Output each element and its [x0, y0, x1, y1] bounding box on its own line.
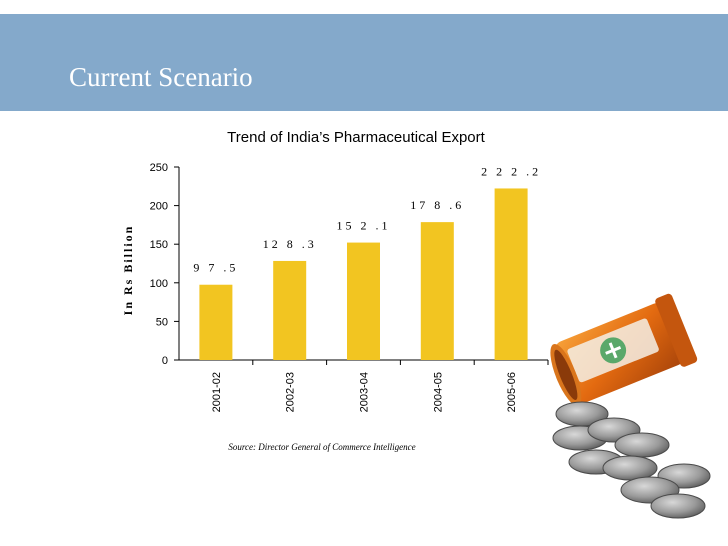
x-axis: 2001-02 2002-03 2003-04 2004-05 2005-06 [179, 359, 549, 412]
data-label: 12 8 .3 [263, 237, 317, 251]
y-axis: 0 50 100 150 200 250 [150, 162, 180, 367]
y-axis-label: In Rs Billion [121, 225, 135, 316]
y-tick-label: 100 [150, 278, 168, 290]
data-label: 15 2 .1 [337, 219, 391, 233]
pill-bottle-with-coins-icon [550, 293, 711, 519]
bar-2005-06 [494, 188, 528, 360]
x-tick-label: 2001-02 [211, 372, 223, 412]
y-tick-label: 250 [150, 162, 168, 174]
x-tick-label: 2002-03 [285, 372, 297, 412]
chart-title: Trend of India’s Pharmaceutical Export [227, 129, 485, 146]
x-tick-label: 2005-06 [506, 372, 518, 412]
data-labels: 9 7 .5 12 8 .3 15 2 .1 17 8 .6 2 2 2 .2 [193, 164, 541, 275]
x-tick-label: 2004-05 [432, 372, 444, 412]
bars [199, 188, 528, 360]
x-tick-label: 2003-04 [359, 372, 371, 412]
bar-2002-03 [273, 260, 307, 360]
slide-title: Current Scenario [69, 62, 253, 92]
y-tick-label: 150 [150, 239, 168, 251]
bar-2003-04 [347, 242, 380, 360]
data-label: 2 2 2 .2 [481, 164, 541, 178]
y-tick-label: 0 [162, 355, 168, 367]
y-tick-label: 200 [150, 201, 168, 213]
bar-2004-05 [420, 222, 454, 360]
y-tick-label: 50 [156, 316, 168, 328]
source-note: Source: Director General of Commerce Int… [228, 442, 415, 452]
data-label: 9 7 .5 [193, 261, 238, 275]
data-label: 17 8 .6 [410, 198, 464, 212]
bar-2001-02 [199, 284, 233, 360]
header-band [0, 14, 728, 111]
